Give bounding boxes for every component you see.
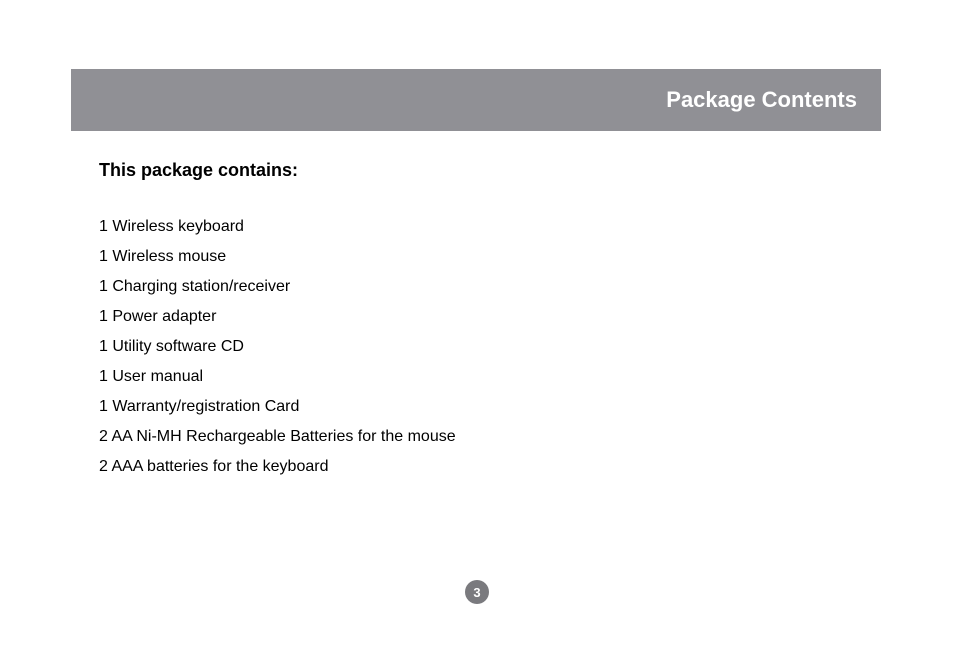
header-title: Package Contents <box>666 87 857 113</box>
header-bar: Package Contents <box>71 69 881 131</box>
list-item: 1 Wireless mouse <box>99 242 456 272</box>
contents-list: 1 Wireless keyboard 1 Wireless mouse 1 C… <box>99 212 456 482</box>
list-item: 2 AA Ni-MH Rechargeable Batteries for th… <box>99 422 456 452</box>
list-item: 1 Utility software CD <box>99 332 456 362</box>
page-number: 3 <box>473 585 480 600</box>
list-item: 1 Warranty/registration Card <box>99 392 456 422</box>
list-item: 1 Wireless keyboard <box>99 212 456 242</box>
list-item: 1 User manual <box>99 362 456 392</box>
list-item: 1 Power adapter <box>99 302 456 332</box>
list-item: 1 Charging station/receiver <box>99 272 456 302</box>
list-item: 2 AAA batteries for the keyboard <box>99 452 456 482</box>
page-number-badge: 3 <box>465 580 489 604</box>
subheading: This package contains: <box>99 160 298 181</box>
document-page: Package Contents This package contains: … <box>0 0 954 664</box>
